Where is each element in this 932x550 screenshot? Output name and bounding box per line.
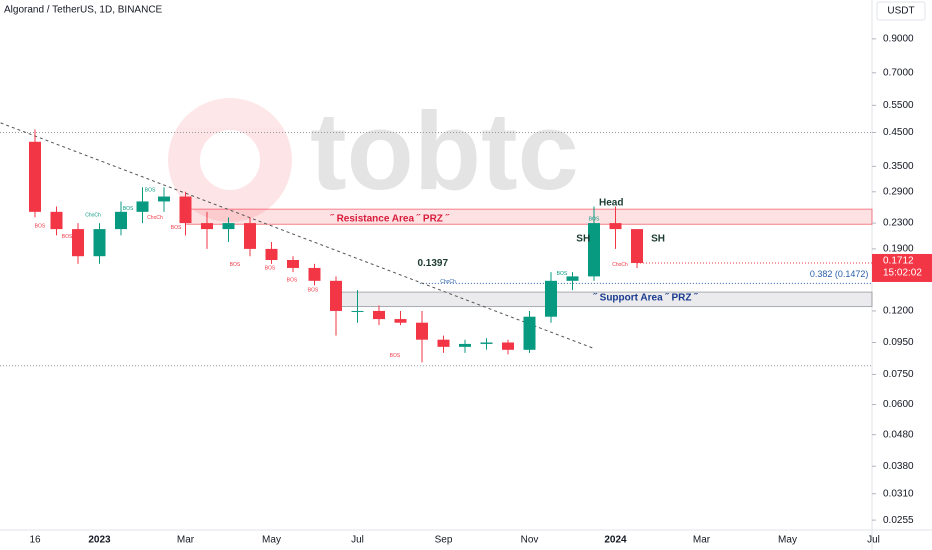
annotation: BOS bbox=[557, 271, 568, 277]
y-tick-label: 0.2300 bbox=[883, 218, 914, 229]
x-tick-label: Jul bbox=[351, 535, 364, 546]
candle-body bbox=[136, 201, 149, 212]
last-price: 0.1712 bbox=[883, 256, 914, 267]
y-tick-label: 0.9000 bbox=[883, 33, 914, 44]
annotation: BOS bbox=[62, 234, 73, 240]
annotation: BOS bbox=[123, 206, 134, 212]
candle-body bbox=[179, 196, 192, 224]
y-tick-label: 0.0750 bbox=[883, 369, 914, 380]
annotation: BOS bbox=[287, 277, 298, 283]
y-tick-label: 0.4500 bbox=[883, 127, 914, 138]
annotation: 0.1397 bbox=[417, 258, 448, 269]
annotation: ˝ Support Area ˝ PRZ ˝ bbox=[593, 293, 699, 304]
trendline bbox=[0, 122, 596, 350]
candle-body bbox=[50, 211, 63, 230]
x-tick-label: Nov bbox=[521, 535, 539, 546]
watermark-logo bbox=[168, 98, 292, 222]
candle-body bbox=[244, 223, 256, 249]
candle-body bbox=[566, 276, 579, 281]
candle-body bbox=[308, 267, 321, 281]
annotation: SH bbox=[651, 233, 665, 244]
y-tick-label: 0.7000 bbox=[883, 67, 914, 78]
candle-body bbox=[72, 229, 84, 257]
y-tick-label: 0.3500 bbox=[883, 161, 914, 172]
candle-body bbox=[158, 196, 170, 202]
countdown: 15:02:02 bbox=[883, 268, 922, 279]
x-tick-label: Mar bbox=[693, 535, 711, 546]
annotation: ChoCh bbox=[612, 262, 628, 268]
annotation: BOS bbox=[308, 287, 319, 293]
candle-body bbox=[459, 343, 471, 347]
annotation: ChoCh bbox=[440, 279, 456, 285]
candle-body bbox=[373, 310, 385, 320]
candle-body bbox=[631, 229, 643, 263]
candle-body bbox=[29, 141, 41, 212]
y-tick-label: 0.0600 bbox=[883, 399, 914, 410]
x-tick-label: 16 bbox=[29, 535, 41, 546]
y-tick-label: 0.5500 bbox=[883, 100, 914, 111]
candle-body bbox=[394, 319, 407, 323]
candle-body bbox=[609, 223, 622, 230]
annotation: ChoCh bbox=[85, 212, 101, 218]
y-tick-label: 0.0310 bbox=[883, 488, 914, 499]
candle-body bbox=[437, 339, 450, 347]
y-tick-label: 0.2900 bbox=[883, 186, 914, 197]
annotation: 0.382 (0.1472) bbox=[810, 269, 869, 279]
candle-body bbox=[588, 223, 600, 277]
x-tick-label: May bbox=[778, 535, 797, 546]
zone bbox=[185, 208, 873, 225]
y-tick-label: 0.0255 bbox=[883, 515, 914, 526]
annotation: BOS bbox=[230, 262, 241, 268]
x-tick-label: Mar bbox=[177, 535, 195, 546]
y-tick-label: 0.0950 bbox=[883, 337, 914, 348]
x-tick-label: Sep bbox=[435, 535, 453, 546]
annotation: BOS bbox=[265, 265, 276, 271]
annotation: BOS bbox=[171, 225, 182, 231]
candle-body bbox=[523, 316, 536, 350]
currency-button[interactable] bbox=[876, 1, 926, 21]
candle-body bbox=[351, 310, 364, 312]
candle-body bbox=[93, 229, 106, 257]
annotation: ˝ Resistance Area ˝ PRZ ˝ bbox=[329, 214, 449, 225]
annotation: BOS bbox=[589, 216, 600, 222]
candle-body bbox=[222, 223, 235, 230]
y-tick-label: 0.1900 bbox=[883, 244, 914, 255]
y-tick-label: 0.1200 bbox=[883, 306, 914, 317]
currency: USDT bbox=[887, 6, 914, 17]
annotation: ChoCh bbox=[147, 215, 163, 221]
candle-body bbox=[201, 223, 213, 230]
annotation: BOS bbox=[35, 223, 46, 229]
annotation: BOS bbox=[390, 353, 401, 359]
last-price-tag bbox=[872, 253, 932, 282]
candle-body bbox=[502, 342, 514, 350]
watermark: tobtc bbox=[310, 90, 579, 213]
candle-body bbox=[115, 211, 127, 230]
candle-body bbox=[330, 280, 342, 311]
candle-body bbox=[545, 280, 557, 317]
candle-body bbox=[287, 260, 299, 268]
y-tick-label: 0.0480 bbox=[883, 429, 914, 440]
candle-body bbox=[265, 248, 278, 261]
chart-title: Algorand / TetherUS, 1D, BINANCE bbox=[4, 5, 163, 16]
y-tick-label: 0.0380 bbox=[883, 461, 914, 472]
annotation: Head bbox=[599, 198, 623, 209]
x-tick-label: 2024 bbox=[604, 535, 627, 546]
x-tick-label: 2023 bbox=[88, 535, 111, 546]
x-tick-label: Jul bbox=[867, 535, 880, 546]
annotation: SH bbox=[576, 233, 590, 244]
candle-body bbox=[480, 342, 493, 344]
x-tick-label: May bbox=[262, 535, 281, 546]
annotation: BOS bbox=[145, 187, 156, 193]
candle-body bbox=[416, 322, 428, 340]
